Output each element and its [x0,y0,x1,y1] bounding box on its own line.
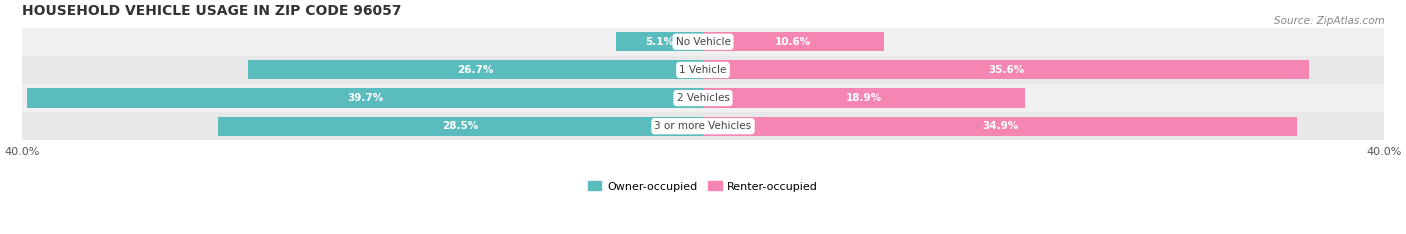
Bar [27,88,703,108]
Text: 26.7%: 26.7% [457,65,494,75]
Text: Source: ZipAtlas.com: Source: ZipAtlas.com [1274,16,1385,26]
Text: 2 Vehicles: 2 Vehicles [676,93,730,103]
Bar [703,32,883,51]
Text: HOUSEHOLD VEHICLE USAGE IN ZIP CODE 96057: HOUSEHOLD VEHICLE USAGE IN ZIP CODE 9605… [22,4,401,18]
Bar [218,117,703,136]
Bar [22,56,1384,84]
Text: 34.9%: 34.9% [981,121,1018,131]
Bar [703,88,1025,108]
Text: 10.6%: 10.6% [775,37,811,47]
Text: 35.6%: 35.6% [988,65,1024,75]
Bar [22,28,1384,56]
Bar [703,60,1309,80]
Text: 18.9%: 18.9% [846,93,882,103]
Text: 1 Vehicle: 1 Vehicle [679,65,727,75]
Bar [22,112,1384,140]
Text: 39.7%: 39.7% [347,93,382,103]
Bar [22,84,1384,112]
Bar [703,117,1298,136]
Bar [249,60,703,80]
Text: 28.5%: 28.5% [443,121,478,131]
Legend: Owner-occupied, Renter-occupied: Owner-occupied, Renter-occupied [583,177,823,196]
Text: 3 or more Vehicles: 3 or more Vehicles [654,121,752,131]
Text: 5.1%: 5.1% [645,37,673,47]
Bar [616,32,703,51]
Text: No Vehicle: No Vehicle [675,37,731,47]
